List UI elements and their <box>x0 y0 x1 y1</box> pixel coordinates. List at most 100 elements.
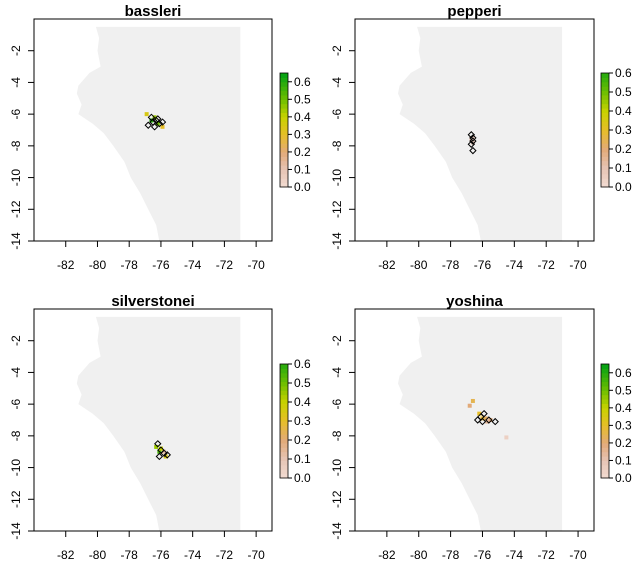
colorbar-segment <box>280 469 288 475</box>
colorbar-segment <box>601 173 609 179</box>
colorbar-segment <box>601 130 609 135</box>
colorbar-segment <box>601 377 609 383</box>
colorbar-segment <box>280 173 288 179</box>
colorbar-tick-label: 0.0 <box>294 180 311 194</box>
colorbar-segment <box>601 151 609 157</box>
y-tick-label: -12 <box>9 490 23 508</box>
plot-frame <box>33 308 273 532</box>
colorbar-segment <box>280 456 288 461</box>
colorbar-tick-label: 0.3 <box>615 123 632 137</box>
x-tick-label: -82 <box>57 258 75 272</box>
colorbar-segment <box>280 412 288 418</box>
occurrence-point <box>473 416 482 424</box>
colorbar-tick-label: 0.1 <box>615 453 632 467</box>
colorbar-segment <box>280 377 288 383</box>
y-tick-label: -10 <box>9 169 23 187</box>
occurrence-point <box>158 118 167 126</box>
x-tick-label: -78 <box>442 548 460 562</box>
colorbar-tick-label: 0.6 <box>615 66 632 80</box>
colorbar-segment <box>601 394 609 400</box>
colorbar-segment <box>280 125 288 131</box>
occurrence-point <box>469 146 477 155</box>
colorbar-segment <box>601 368 609 374</box>
colorbar-segment <box>601 381 609 387</box>
y-tick-label: -2 <box>330 335 344 346</box>
colorbar-segment <box>601 138 609 144</box>
colorbar-tick-label: 0.5 <box>294 376 311 390</box>
colorbar-segment <box>601 116 609 122</box>
colorbar-tick-label: 0.1 <box>615 161 632 175</box>
colorbar-segment <box>280 81 288 87</box>
x-tick-label: -70 <box>247 548 265 562</box>
x-tick-label: -74 <box>184 258 202 272</box>
suitability-cell <box>467 403 472 408</box>
occurrence-point <box>155 452 164 461</box>
colorbar-segment <box>280 390 288 396</box>
colorbar-segment <box>280 165 288 170</box>
colorbar-segment <box>280 130 288 135</box>
colorbar-segment <box>601 456 609 461</box>
colorbar-tick-label: 0.2 <box>294 145 311 159</box>
colorbar-segment <box>601 182 609 188</box>
x-tick-label: -78 <box>121 548 139 562</box>
colorbar-segment <box>280 151 288 157</box>
colorbar-tick-label: 0.1 <box>294 162 311 176</box>
colorbar-segment <box>601 473 609 479</box>
colorbar-segment <box>601 125 609 131</box>
colorbar-segment <box>280 385 288 391</box>
occurrence-point <box>154 115 162 123</box>
colorbar-segment <box>601 178 609 184</box>
x-tick-label: -82 <box>57 548 75 562</box>
colorbar-tick-label: 0.4 <box>615 401 632 415</box>
suitability-cell <box>483 416 488 421</box>
y-tick-label: -6 <box>9 398 23 409</box>
colorbar-segment <box>601 81 609 87</box>
y-tick-label: -6 <box>330 398 344 409</box>
x-tick-label: -74 <box>184 548 202 562</box>
occurrence-point <box>154 440 162 448</box>
colorbar-segment <box>601 416 609 422</box>
colorbar-segment <box>601 412 609 418</box>
suitability-cell <box>154 444 159 449</box>
colorbar-segment <box>601 364 609 369</box>
panel-title: silverstonei <box>111 293 194 310</box>
colorbar-segment <box>280 372 288 378</box>
colorbar: 0.0 0.1 0.2 0.3 0.4 0.5 0.6 <box>600 66 632 194</box>
colorbar-tick-label: 0.0 <box>615 180 632 194</box>
occurrence-point <box>150 123 159 131</box>
colorbar-segment <box>280 169 288 175</box>
suitability-cell <box>470 398 475 403</box>
colorbar-segment <box>280 473 288 479</box>
colorbar-segment <box>601 160 609 166</box>
colorbar-segment <box>280 116 288 122</box>
colorbar-segment <box>601 143 609 149</box>
colorbar-segment <box>601 103 609 109</box>
colorbar-segment <box>280 77 288 83</box>
y-tick-label: -12 <box>9 200 23 218</box>
map-panel-4: yoshina -82 -80 -78 -76 -74 -72 -70 -2 -4 -6 -8 -10 -… <box>330 293 632 562</box>
suitability-cell <box>160 124 165 129</box>
suitability-cell <box>158 446 163 451</box>
colorbar-tick-label: 0.3 <box>294 414 311 428</box>
colorbar-segment <box>280 99 288 105</box>
colorbar-segment <box>280 421 288 426</box>
occurrence-point <box>155 119 164 128</box>
colorbar-segment <box>280 394 288 400</box>
x-tick-label: -80 <box>89 258 107 272</box>
y-tick-label: -10 <box>330 169 344 187</box>
colorbar-tick-label: 0.2 <box>294 433 311 447</box>
x-tick-label: -72 <box>538 258 556 272</box>
x-tick-label: -74 <box>506 258 524 272</box>
y-tick-label: -4 <box>330 367 344 378</box>
x-tick-label: -70 <box>247 258 265 272</box>
study-area-region <box>76 26 241 242</box>
y-tick-label: -2 <box>330 45 344 56</box>
colorbar-frame <box>600 363 610 479</box>
x-tick-label: -74 <box>506 548 524 562</box>
x-tick-label: -78 <box>121 258 139 272</box>
colorbar-segment <box>601 90 609 96</box>
colorbar: 0.0 0.1 0.2 0.3 0.4 0.5 0.6 <box>279 72 311 194</box>
colorbar-segment <box>601 147 609 153</box>
colorbar-segment <box>280 403 288 409</box>
colorbar-segment <box>280 447 288 453</box>
